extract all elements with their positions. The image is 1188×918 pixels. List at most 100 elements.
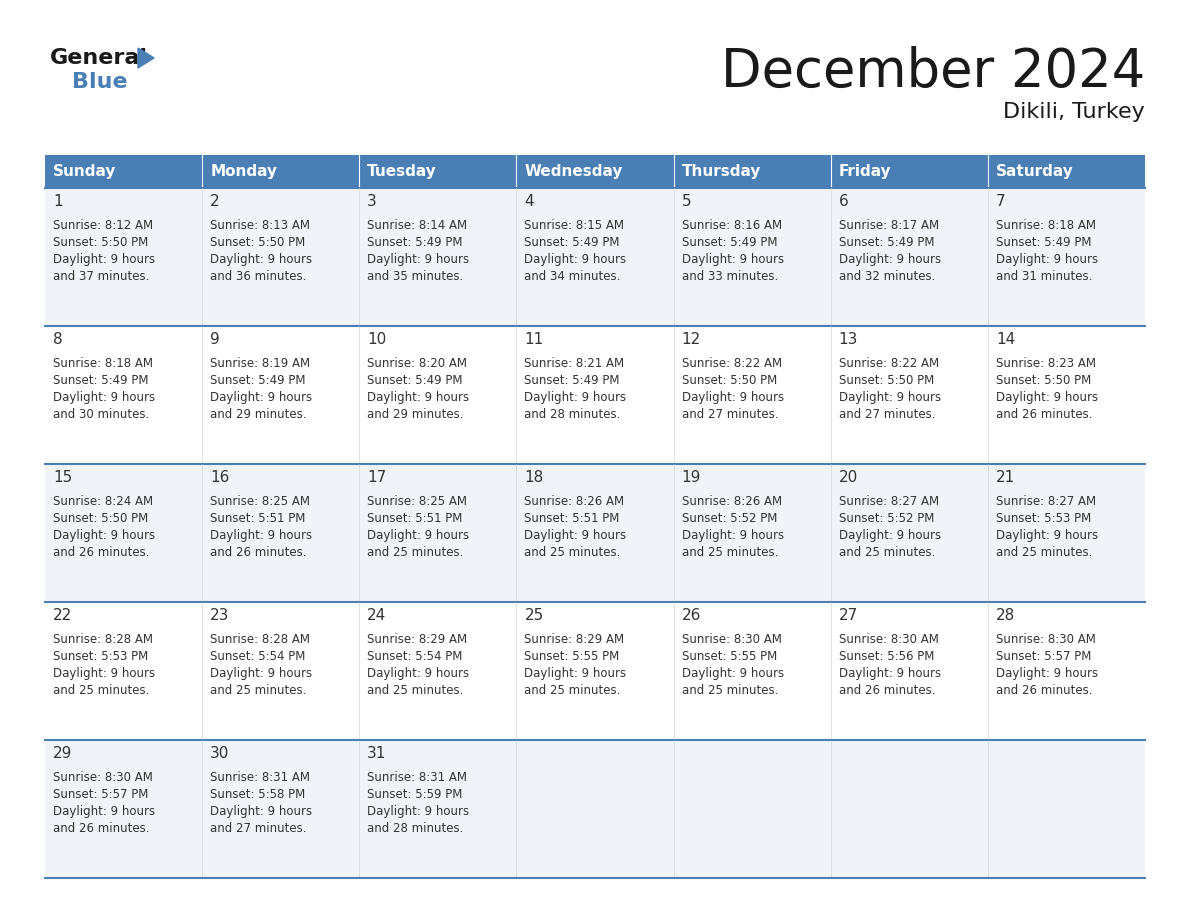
Text: Daylight: 9 hours: Daylight: 9 hours xyxy=(367,391,469,404)
Text: Sunrise: 8:18 AM: Sunrise: 8:18 AM xyxy=(53,357,153,370)
Text: Sunrise: 8:13 AM: Sunrise: 8:13 AM xyxy=(210,219,310,232)
Text: and 34 minutes.: and 34 minutes. xyxy=(524,270,621,284)
Text: Sunrise: 8:22 AM: Sunrise: 8:22 AM xyxy=(839,357,939,370)
Text: Daylight: 9 hours: Daylight: 9 hours xyxy=(210,253,312,266)
Text: Daylight: 9 hours: Daylight: 9 hours xyxy=(53,805,156,818)
Text: Sunset: 5:54 PM: Sunset: 5:54 PM xyxy=(367,650,462,664)
Text: and 27 minutes.: and 27 minutes. xyxy=(210,823,307,835)
Text: Daylight: 9 hours: Daylight: 9 hours xyxy=(53,667,156,680)
Text: Daylight: 9 hours: Daylight: 9 hours xyxy=(524,253,626,266)
Text: and 26 minutes.: and 26 minutes. xyxy=(53,546,150,559)
Bar xyxy=(988,155,1145,188)
Text: Friday: Friday xyxy=(839,164,891,179)
Text: Sunrise: 8:21 AM: Sunrise: 8:21 AM xyxy=(524,357,625,370)
Text: 8: 8 xyxy=(53,332,63,348)
Bar xyxy=(45,188,202,326)
Text: Sunset: 5:50 PM: Sunset: 5:50 PM xyxy=(682,375,777,387)
Bar xyxy=(830,464,988,602)
Text: 11: 11 xyxy=(524,332,544,348)
Text: and 35 minutes.: and 35 minutes. xyxy=(367,270,463,284)
Bar xyxy=(45,464,202,602)
Text: and 26 minutes.: and 26 minutes. xyxy=(996,684,1092,698)
Text: Sunset: 5:49 PM: Sunset: 5:49 PM xyxy=(682,236,777,250)
Text: Sunrise: 8:14 AM: Sunrise: 8:14 AM xyxy=(367,219,467,232)
Text: Daylight: 9 hours: Daylight: 9 hours xyxy=(367,805,469,818)
Text: Daylight: 9 hours: Daylight: 9 hours xyxy=(682,667,784,680)
Text: Daylight: 9 hours: Daylight: 9 hours xyxy=(524,667,626,680)
Text: Monday: Monday xyxy=(210,164,277,179)
Text: Sunrise: 8:31 AM: Sunrise: 8:31 AM xyxy=(367,771,467,784)
Text: Sunday: Sunday xyxy=(53,164,116,179)
Bar xyxy=(830,326,988,464)
Text: Sunrise: 8:18 AM: Sunrise: 8:18 AM xyxy=(996,219,1095,232)
Bar xyxy=(359,155,517,188)
Text: 19: 19 xyxy=(682,471,701,486)
Polygon shape xyxy=(138,48,154,68)
Text: Sunrise: 8:15 AM: Sunrise: 8:15 AM xyxy=(524,219,625,232)
Text: 7: 7 xyxy=(996,195,1005,209)
Text: and 32 minutes.: and 32 minutes. xyxy=(839,270,935,284)
Text: Daylight: 9 hours: Daylight: 9 hours xyxy=(367,530,469,543)
Bar xyxy=(830,188,988,326)
Bar xyxy=(45,602,202,740)
Text: 31: 31 xyxy=(367,746,386,762)
Text: Sunset: 5:51 PM: Sunset: 5:51 PM xyxy=(524,512,620,525)
Bar xyxy=(517,464,674,602)
Text: Sunset: 5:55 PM: Sunset: 5:55 PM xyxy=(682,650,777,664)
Text: Daylight: 9 hours: Daylight: 9 hours xyxy=(524,530,626,543)
Text: 28: 28 xyxy=(996,609,1015,623)
Text: 21: 21 xyxy=(996,471,1015,486)
Text: 15: 15 xyxy=(53,471,72,486)
Text: Saturday: Saturday xyxy=(996,164,1074,179)
Text: 6: 6 xyxy=(839,195,848,209)
Text: 10: 10 xyxy=(367,332,386,348)
Text: Sunrise: 8:25 AM: Sunrise: 8:25 AM xyxy=(367,496,467,509)
Text: Sunrise: 8:30 AM: Sunrise: 8:30 AM xyxy=(996,633,1095,646)
Text: Daylight: 9 hours: Daylight: 9 hours xyxy=(996,253,1098,266)
Text: Daylight: 9 hours: Daylight: 9 hours xyxy=(210,667,312,680)
Text: and 25 minutes.: and 25 minutes. xyxy=(839,546,935,559)
Text: Sunset: 5:50 PM: Sunset: 5:50 PM xyxy=(53,512,148,525)
Text: and 25 minutes.: and 25 minutes. xyxy=(367,684,463,698)
Text: Sunset: 5:57 PM: Sunset: 5:57 PM xyxy=(996,650,1092,664)
Text: Sunrise: 8:16 AM: Sunrise: 8:16 AM xyxy=(682,219,782,232)
Text: and 26 minutes.: and 26 minutes. xyxy=(996,409,1092,421)
Bar xyxy=(202,740,359,878)
Text: 24: 24 xyxy=(367,609,386,623)
Bar xyxy=(359,326,517,464)
Text: Sunset: 5:50 PM: Sunset: 5:50 PM xyxy=(53,236,148,250)
Bar xyxy=(517,155,674,188)
Text: Daylight: 9 hours: Daylight: 9 hours xyxy=(682,253,784,266)
Text: Daylight: 9 hours: Daylight: 9 hours xyxy=(53,530,156,543)
Text: Sunset: 5:49 PM: Sunset: 5:49 PM xyxy=(524,236,620,250)
Text: Tuesday: Tuesday xyxy=(367,164,437,179)
Text: Sunset: 5:53 PM: Sunset: 5:53 PM xyxy=(53,650,148,664)
Text: Sunset: 5:59 PM: Sunset: 5:59 PM xyxy=(367,789,462,801)
Text: and 28 minutes.: and 28 minutes. xyxy=(367,823,463,835)
Bar xyxy=(674,188,830,326)
Bar xyxy=(830,740,988,878)
Text: Sunrise: 8:12 AM: Sunrise: 8:12 AM xyxy=(53,219,153,232)
Bar xyxy=(202,464,359,602)
Text: General: General xyxy=(50,48,148,68)
Text: Thursday: Thursday xyxy=(682,164,762,179)
Text: Daylight: 9 hours: Daylight: 9 hours xyxy=(996,667,1098,680)
Text: Sunset: 5:50 PM: Sunset: 5:50 PM xyxy=(996,375,1091,387)
Text: Sunset: 5:51 PM: Sunset: 5:51 PM xyxy=(367,512,462,525)
Text: 9: 9 xyxy=(210,332,220,348)
Text: and 25 minutes.: and 25 minutes. xyxy=(996,546,1092,559)
Text: Daylight: 9 hours: Daylight: 9 hours xyxy=(367,253,469,266)
Text: Sunrise: 8:30 AM: Sunrise: 8:30 AM xyxy=(53,771,153,784)
Text: Sunset: 5:50 PM: Sunset: 5:50 PM xyxy=(210,236,305,250)
Text: Daylight: 9 hours: Daylight: 9 hours xyxy=(682,530,784,543)
Bar xyxy=(517,188,674,326)
Text: Sunset: 5:53 PM: Sunset: 5:53 PM xyxy=(996,512,1091,525)
Text: 18: 18 xyxy=(524,471,544,486)
Text: Sunrise: 8:19 AM: Sunrise: 8:19 AM xyxy=(210,357,310,370)
Text: and 26 minutes.: and 26 minutes. xyxy=(53,823,150,835)
Text: and 25 minutes.: and 25 minutes. xyxy=(53,684,150,698)
Text: and 25 minutes.: and 25 minutes. xyxy=(367,546,463,559)
Text: Daylight: 9 hours: Daylight: 9 hours xyxy=(524,391,626,404)
Text: 13: 13 xyxy=(839,332,858,348)
Text: and 37 minutes.: and 37 minutes. xyxy=(53,270,150,284)
